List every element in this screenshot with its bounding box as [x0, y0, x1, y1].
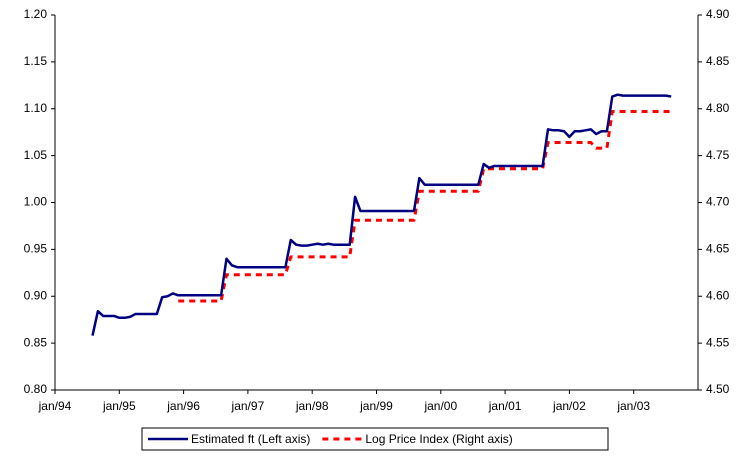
y2-tick-label: 4.75 [706, 148, 730, 162]
y-tick-label: 1.10 [24, 101, 48, 115]
legend-box [141, 427, 609, 451]
series-line [178, 110, 672, 303]
x-tick-label: jan/03 [616, 399, 650, 413]
x-tick-label: jan/94 [38, 399, 72, 413]
y-tick-label: 1.20 [24, 7, 48, 21]
x-tick-label: jan/00 [423, 399, 457, 413]
y2-tick-label: 4.60 [706, 288, 730, 302]
y-tick-label: 1.00 [24, 195, 48, 209]
y2-tick-label: 4.65 [706, 242, 730, 256]
y-tick-label: 0.90 [24, 288, 48, 302]
y-tick-label: 1.15 [24, 54, 48, 68]
y2-tick-label: 4.70 [706, 195, 730, 209]
y2-tick-label: 4.50 [706, 382, 730, 396]
y2-tick-label: 4.80 [706, 101, 730, 115]
y-tick-label: 0.80 [24, 382, 48, 396]
legend-label: Log Price Index (Right axis) [365, 432, 512, 446]
y2-tick-label: 4.85 [706, 54, 730, 68]
x-tick-label: jan/01 [488, 399, 522, 413]
x-tick-label: jan/99 [359, 399, 393, 413]
x-tick-label: jan/96 [166, 399, 200, 413]
y-tick-label: 0.85 [24, 335, 48, 349]
y2-tick-label: 4.90 [706, 7, 730, 21]
x-tick-label: jan/97 [231, 399, 265, 413]
x-tick-label: jan/02 [552, 399, 586, 413]
series-line [91, 93, 672, 336]
x-tick-label: jan/98 [295, 399, 329, 413]
y-tick-label: 0.95 [24, 242, 48, 256]
x-tick-label: jan/95 [102, 399, 136, 413]
legend-label: Estimated ft (Left axis) [191, 432, 310, 446]
y2-tick-label: 4.55 [706, 335, 730, 349]
y-tick-label: 1.05 [24, 148, 48, 162]
